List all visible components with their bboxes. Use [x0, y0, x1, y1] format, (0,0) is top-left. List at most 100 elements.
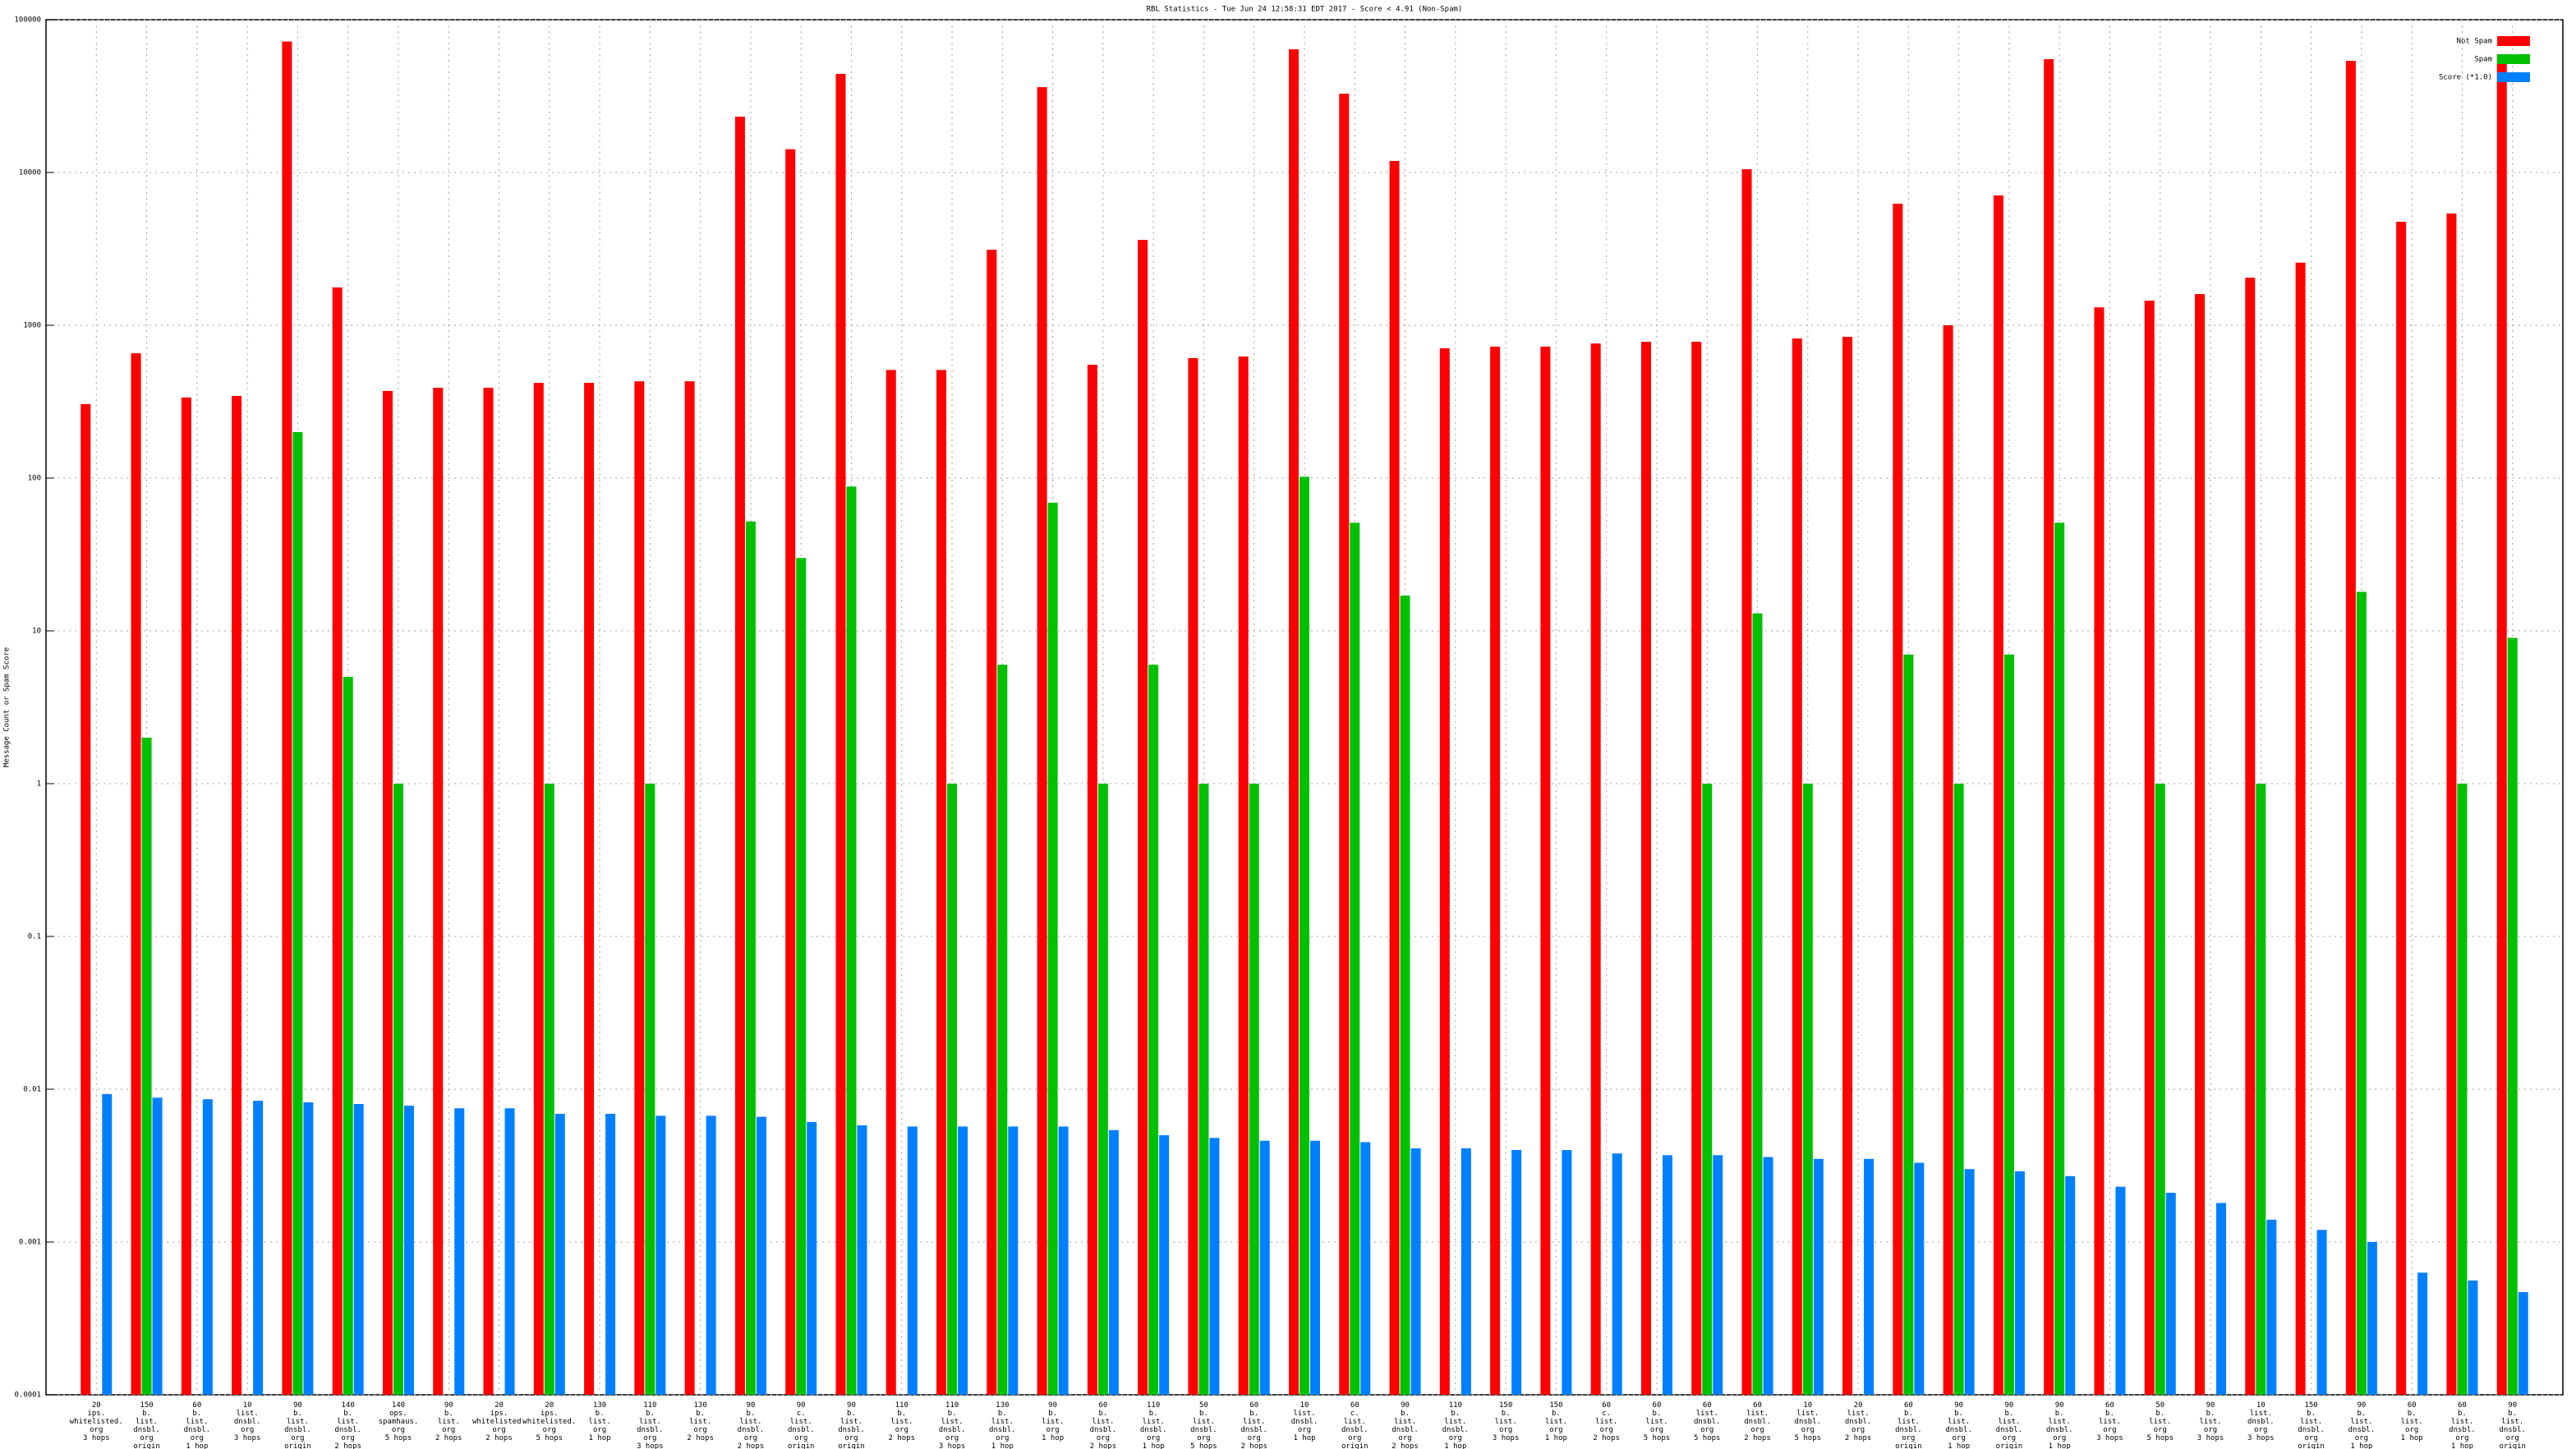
bar — [1209, 1138, 1220, 1395]
x-tick-label-line: 1 hop — [991, 1442, 1014, 1449]
x-tick-label-line: list. — [1293, 1410, 1315, 1418]
bar — [2155, 784, 2165, 1395]
bar — [1864, 1158, 1874, 1395]
x-tick-label: 130 b. list. dnsbl. org 1 hop — [989, 1401, 1016, 1449]
x-tick-label: 110 b. list. dnsbl. org 3 hops — [637, 1401, 664, 1449]
x-tick-label-line: 2 hops — [1240, 1442, 1267, 1449]
bar — [1842, 337, 1853, 1396]
x-tick-label-line: org — [1750, 1426, 1764, 1434]
x-tick-label: 90 b. list. dnsbl. org origin — [2499, 1401, 2526, 1449]
x-tick-label: 50 b. list. dnsbl. org 5 hops — [1190, 1401, 1217, 1449]
x-tick-label-line: 90 — [1048, 1401, 1057, 1410]
x-tick-label-line: list. — [941, 1418, 963, 1426]
y-tick-label: 100 — [28, 475, 41, 483]
x-tick-label: 10 list. dnsbl. org 5 hops — [1795, 1401, 1822, 1442]
bar — [80, 403, 91, 1396]
x-tick-label-line: origin — [1996, 1442, 2023, 1449]
x-tick-label-line: 1 hop — [2451, 1442, 2473, 1449]
x-tick-label-line: list. — [1696, 1410, 1718, 1418]
x-tick-label-line: 1 hop — [1042, 1434, 1064, 1442]
bar — [947, 784, 958, 1395]
bar — [544, 784, 554, 1395]
x-tick-label-line: 3 hops — [83, 1434, 110, 1442]
legend-label: Not Spam — [2457, 38, 2492, 46]
x-tick-label-line: 50 — [1199, 1401, 1208, 1410]
x-tick-label-line: org — [945, 1434, 959, 1442]
x-tick-label: 150 b. list. dnsbl. org origin — [2298, 1401, 2325, 1449]
x-tick-label-line: org — [1147, 1434, 1160, 1442]
bar — [1259, 1140, 1270, 1395]
y-tick-label: 0.1 — [28, 933, 41, 941]
bar — [2144, 300, 2155, 1395]
y-tick-label: 0.0001 — [14, 1392, 41, 1400]
bar — [907, 1126, 918, 1395]
y-tick-label: 100000 — [14, 16, 41, 25]
x-tick-label-line: 1 hop — [1293, 1434, 1315, 1442]
bar — [1058, 1126, 1069, 1395]
bar — [2518, 1291, 2528, 1395]
x-tick-label-line: list. — [639, 1418, 661, 1426]
x-tick-label-line: 110 — [1147, 1401, 1160, 1410]
x-tick-label: 60 c. list. dnsbl. org origin — [1341, 1401, 1368, 1449]
x-tick-label-line: list. — [739, 1418, 761, 1426]
bar — [645, 784, 656, 1395]
x-tick-label-line: whitelisted. — [70, 1418, 123, 1426]
bar — [202, 1099, 213, 1395]
bar — [2496, 53, 2507, 1396]
bar — [1752, 613, 1763, 1395]
bar — [1300, 476, 1309, 1395]
x-tick-label-line: org — [492, 1426, 505, 1434]
bar — [1087, 364, 1097, 1396]
x-tick-label-line: org — [2254, 1426, 2267, 1434]
legend-swatch — [2497, 72, 2530, 82]
x-tick-label-line: 110 — [895, 1401, 908, 1410]
x-tick-label-line: b. — [2357, 1410, 2366, 1418]
x-tick-label-line: 10 — [243, 1401, 252, 1410]
x-tick-label-line: dnsbl. — [1694, 1418, 1721, 1426]
x-tick-label: 140 b. list. dnsbl. org 2 hops — [334, 1401, 361, 1449]
x-tick-label-line: dnsbl. — [1341, 1426, 1368, 1434]
x-tick-label-line: dnsbl. — [838, 1426, 865, 1434]
x-tick-label-line: list. — [1193, 1418, 1215, 1426]
x-tick-label-line: 90 — [444, 1401, 453, 1410]
bar — [1562, 1150, 1572, 1395]
x-tick-label-line: org — [1348, 1434, 1361, 1442]
x-tick-label-line: 140 — [342, 1401, 355, 1410]
x-tick-label-line: org — [1499, 1426, 1512, 1434]
x-tick-label-line: org — [2154, 1426, 2167, 1434]
x-tick-label-line: b. — [1048, 1410, 1057, 1418]
x-tick-label: 90 b. list. org 2 hops — [435, 1401, 462, 1442]
x-tick-label-line: 20 — [494, 1401, 504, 1410]
x-tick-label-line: org — [1398, 1434, 1411, 1442]
x-tick-label-line: origin — [2298, 1442, 2325, 1449]
x-tick-label-line: 60 — [1249, 1401, 1258, 1410]
x-tick-label-line: b. — [998, 1410, 1007, 1418]
x-tick-label-line: org — [543, 1426, 556, 1434]
bar — [958, 1126, 968, 1395]
x-tick-label: 60 b. list. org 1 hop — [2401, 1401, 2423, 1442]
x-tick-label: 60 list. dnsbl. org 2 hops — [1744, 1401, 1771, 1442]
bar — [1490, 346, 1501, 1395]
x-tick-label-line: org — [442, 1426, 455, 1434]
x-tick-label-line: b. — [1502, 1410, 1511, 1418]
x-tick-label-line: 110 — [1449, 1401, 1462, 1410]
x-tick-label-line: org — [2455, 1434, 2468, 1442]
bar — [141, 738, 152, 1395]
x-tick-label-line: 5 hops — [536, 1434, 564, 1442]
bar — [2507, 637, 2518, 1395]
bar — [382, 390, 393, 1395]
bar — [2367, 1242, 2377, 1395]
x-tick-label-line: 90 — [2357, 1401, 2366, 1410]
x-tick-label: 50 b. list. org 5 hops — [2147, 1401, 2174, 1442]
x-tick-label-line: list. — [1344, 1418, 1366, 1426]
x-tick-label-line: list. — [2300, 1418, 2322, 1426]
x-tick-label-line: 1 hop — [1545, 1434, 1567, 1442]
x-tick-label-line: org — [1953, 1434, 1966, 1442]
x-tick-label-line: org — [1650, 1426, 1663, 1434]
bar — [2396, 221, 2407, 1396]
x-tick-label-line: b. — [1552, 1410, 1561, 1418]
x-tick-label-line: dnsbl. — [637, 1426, 664, 1434]
bar — [684, 381, 695, 1396]
x-tick-label-line: org — [996, 1434, 1009, 1442]
x-tick-label-line: 90 — [293, 1401, 302, 1410]
